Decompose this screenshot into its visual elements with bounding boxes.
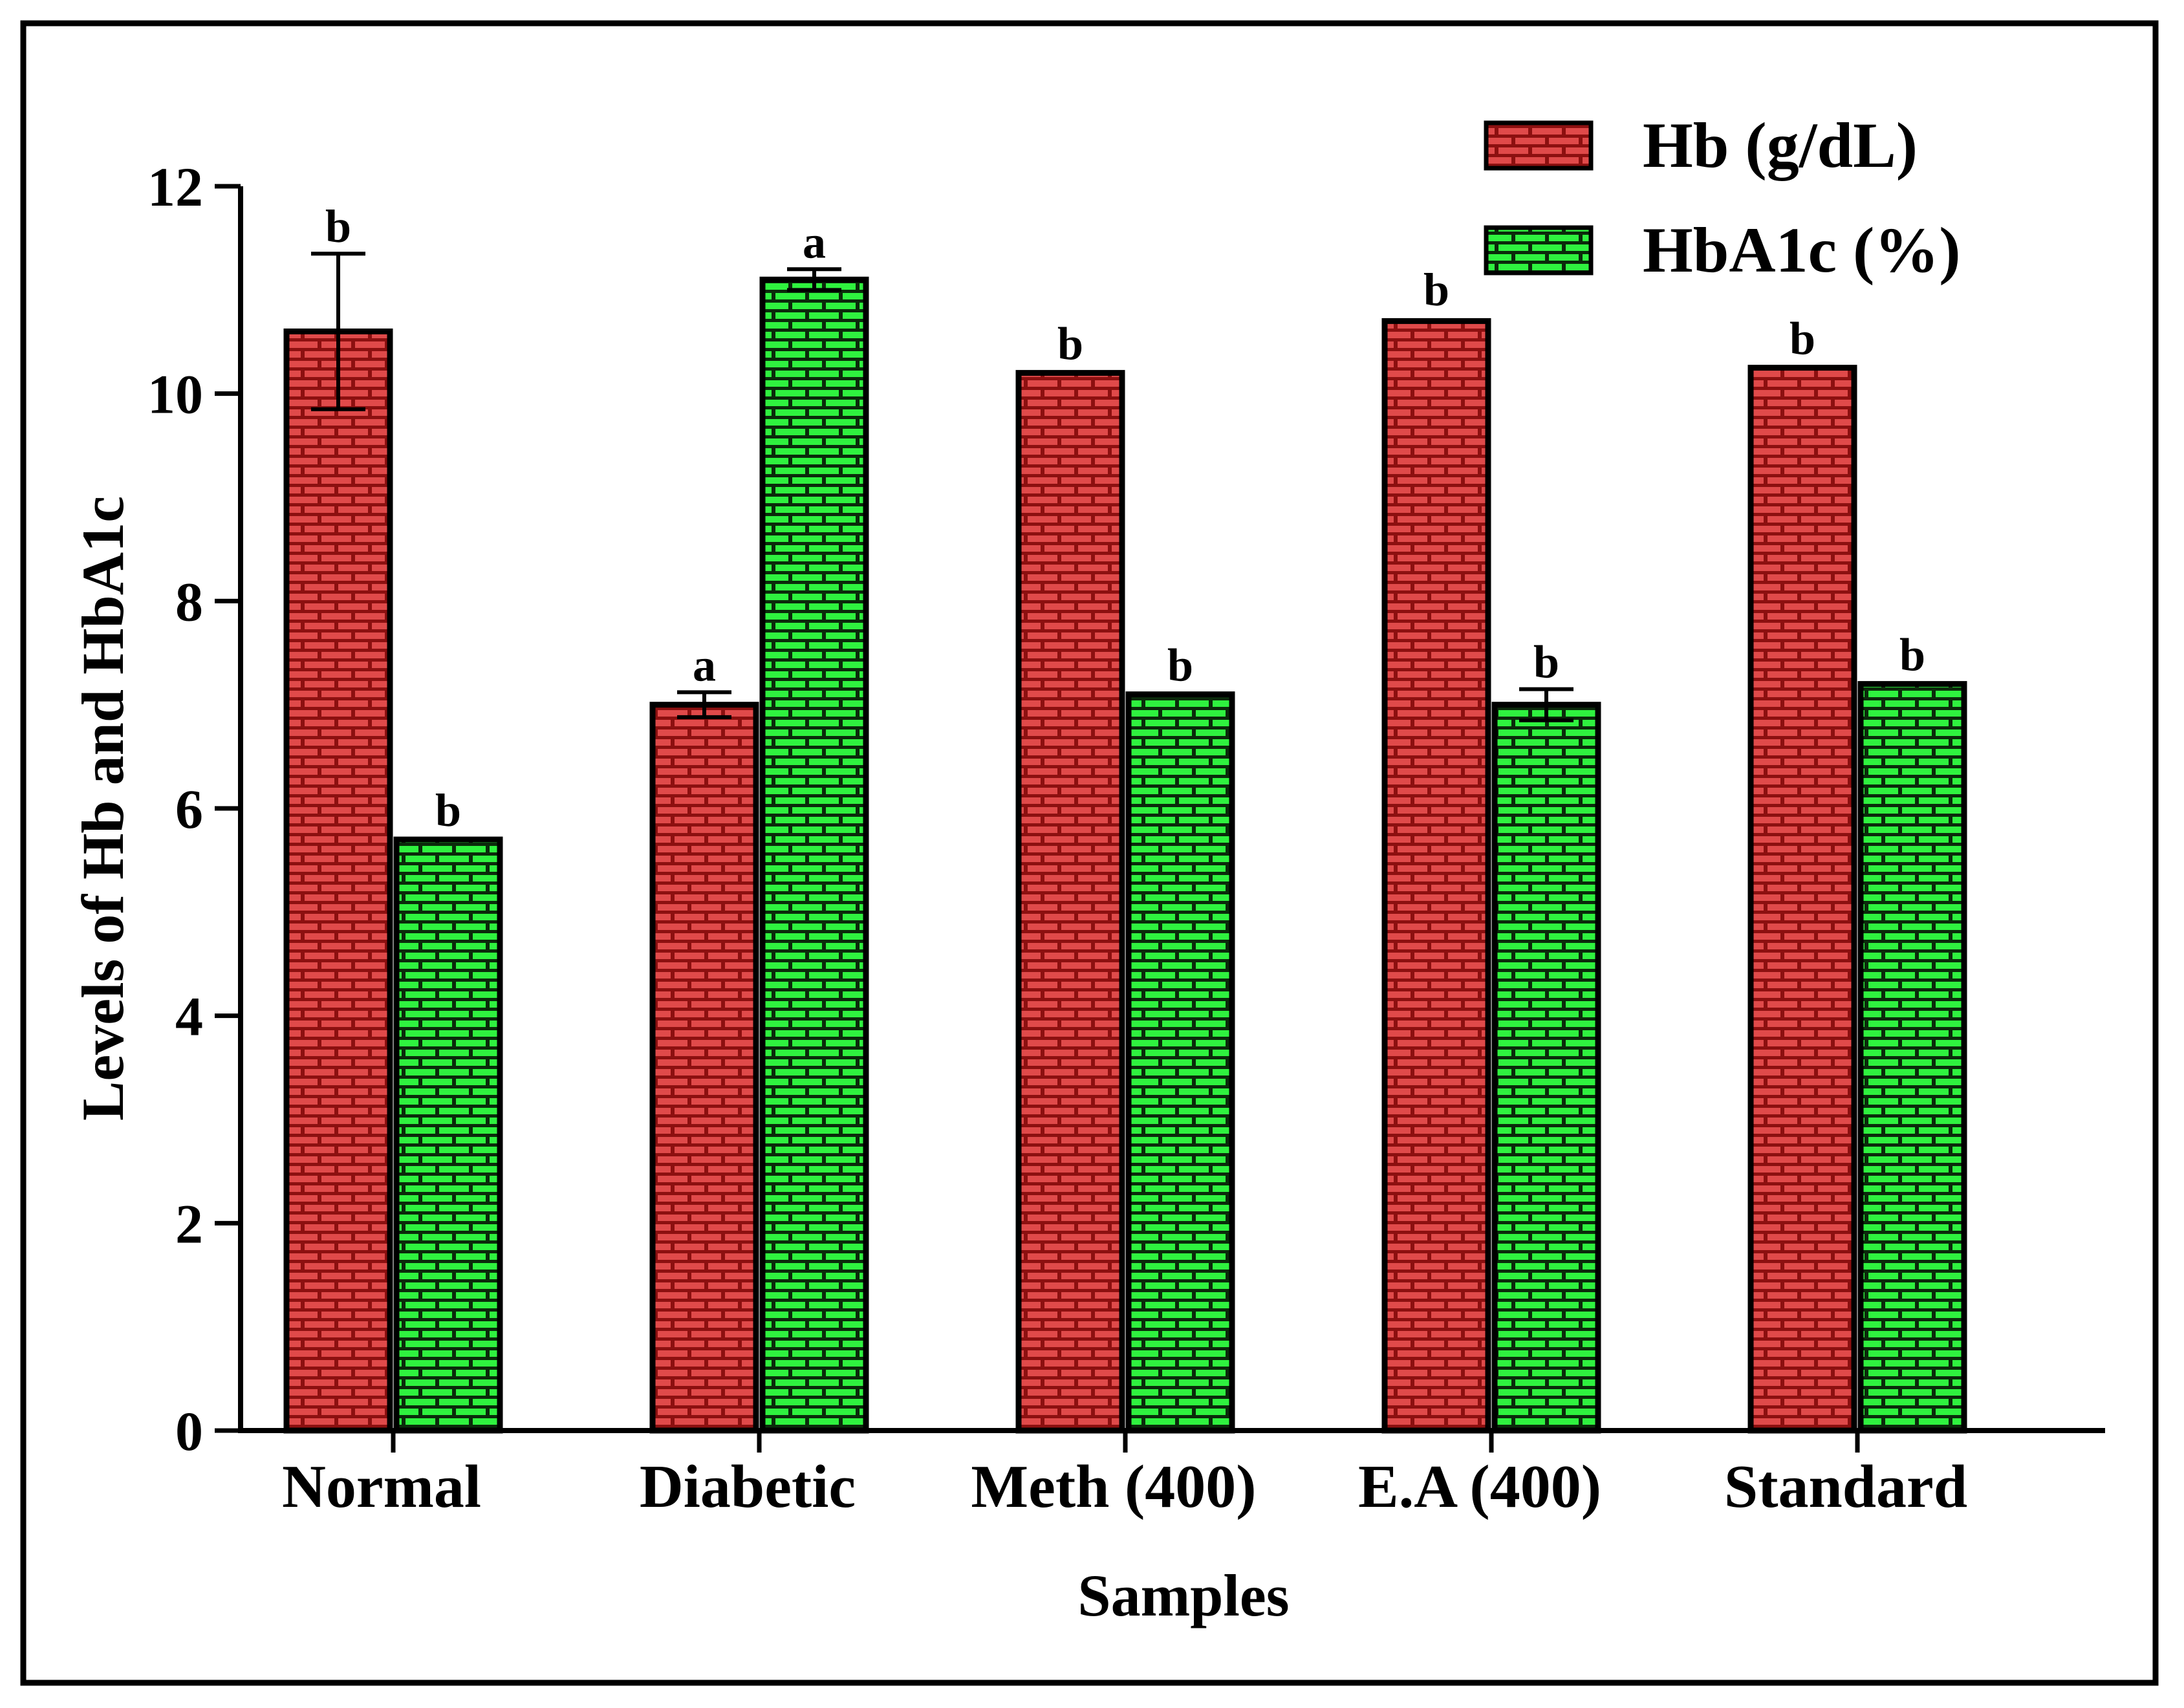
legend-swatch-hb bbox=[1484, 120, 1594, 171]
bar-hba1c-1 bbox=[759, 276, 869, 1434]
significance-label-hb-4: b bbox=[1789, 312, 1815, 364]
y-tick-label: 0 bbox=[175, 1400, 203, 1462]
x-category-labels: Normal Diabetic Meth (400) E.A (400) Standar… bbox=[282, 1431, 1967, 1520]
significance-label-hb-1: a bbox=[693, 639, 716, 691]
legend-label-hb: Hb (g/dL) bbox=[1643, 109, 1918, 181]
y-tick-label: 8 bbox=[175, 570, 203, 632]
y-axis-title: Levels of Hb and HbA1c bbox=[70, 496, 136, 1121]
legend: Hb (g/dL) HbA1c (%) bbox=[1484, 109, 1961, 286]
significance-label-hba1c-0: b bbox=[435, 784, 461, 836]
bar-hba1c-2 bbox=[1125, 691, 1235, 1434]
y-tick-label: 10 bbox=[147, 363, 203, 426]
bar-hba1c-3 bbox=[1491, 702, 1601, 1434]
significance-label-hba1c-2: b bbox=[1167, 639, 1193, 691]
significance-label-hba1c-1: a bbox=[803, 216, 826, 268]
significance-label-hb-3: b bbox=[1423, 264, 1449, 316]
significance-label-hb-2: b bbox=[1057, 318, 1083, 369]
legend-swatch-hba1c bbox=[1484, 225, 1594, 276]
x-axis-title: Samples bbox=[1077, 1562, 1289, 1628]
significance-label-hb-0: b bbox=[325, 200, 351, 252]
bar-hba1c-0 bbox=[393, 836, 503, 1434]
x-category-label: Diabetic bbox=[640, 1453, 856, 1520]
bar-hb-3 bbox=[1381, 318, 1491, 1434]
y-ticks: 0 2 4 6 8 10 12 bbox=[147, 156, 241, 1462]
x-category-label: Normal bbox=[282, 1453, 481, 1520]
y-tick-label: 2 bbox=[175, 1193, 203, 1255]
bar-hb-1 bbox=[649, 702, 759, 1434]
bar-hb-2 bbox=[1015, 370, 1125, 1434]
legend-label-hba1c: HbA1c (%) bbox=[1643, 214, 1961, 286]
significance-label-hba1c-3: b bbox=[1533, 636, 1559, 688]
figure-border bbox=[20, 20, 2159, 1686]
bar-hb-4 bbox=[1747, 365, 1857, 1434]
bar-hb-0 bbox=[283, 328, 393, 1434]
x-category-label: Standard bbox=[1724, 1453, 1967, 1520]
y-tick-label: 6 bbox=[175, 778, 203, 840]
y-tick-label: 12 bbox=[147, 156, 203, 218]
bars: b b a a b b b b b b bbox=[283, 200, 1967, 1434]
significance-label-hba1c-4: b bbox=[1899, 629, 1925, 680]
y-tick-label: 4 bbox=[175, 986, 203, 1048]
bar-hba1c-4 bbox=[1857, 681, 1967, 1434]
x-category-label: Meth (400) bbox=[971, 1453, 1256, 1520]
x-category-label: E.A (400) bbox=[1358, 1453, 1601, 1520]
